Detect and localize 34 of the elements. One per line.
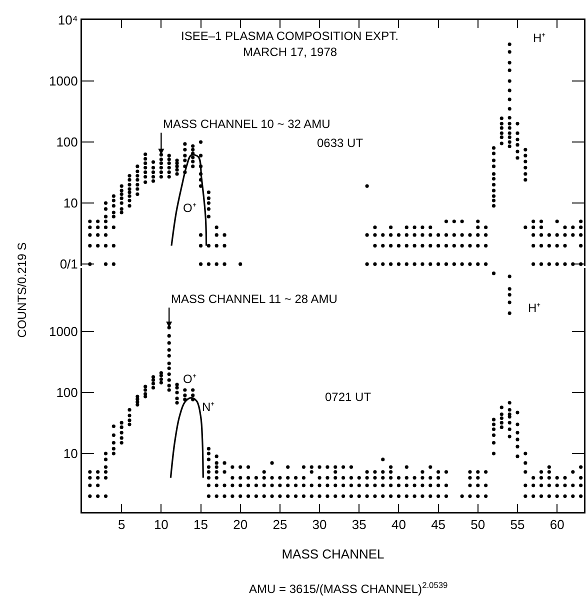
x-tick-label: 45 [431, 517, 446, 532]
annotation: MASS CHANNEL 11 ~ 28 AMU [171, 292, 338, 306]
text: AMU = 3615/(MASS CHANNEL)$^{2.0539}$ [249, 580, 448, 596]
y-tick-label: 1000 [48, 74, 78, 89]
x-tick-label: 5 [118, 517, 126, 532]
annotation: 0721 UT [325, 390, 372, 404]
x-tick-label: 30 [312, 517, 327, 532]
x-tick-label: 15 [194, 517, 208, 532]
x-tick-label: 20 [233, 517, 248, 532]
y-tick-label: 100 [56, 134, 78, 150]
y-tick-label: 1000 [48, 324, 78, 340]
x-tick-label: 35 [352, 517, 366, 532]
x-tick-label: 40 [391, 517, 406, 532]
text: ISEE–1 PLASMA COMPOSITION EXPT. [181, 29, 398, 43]
y-tick-label: 10 [63, 196, 78, 211]
text: MARCH 17, 1978 [243, 45, 338, 59]
y-axis-title: COUNTS/0.219 S [14, 242, 29, 338]
annotation: N⁺ [202, 400, 215, 414]
y-tick-label: 100 [56, 385, 78, 400]
annotation: H⁺ [528, 301, 541, 315]
y-tick-label: 10⁴ [58, 12, 78, 28]
y-tick-label: 0/1 [60, 256, 78, 272]
x-tick-label: 50 [470, 517, 486, 532]
x-tick-label: 10 [154, 517, 168, 532]
annotation: H⁺ [533, 31, 546, 45]
x-tick-label: 55 [510, 517, 525, 532]
x-tick-label: 25 [272, 517, 288, 532]
annotation: O⁺ [183, 201, 196, 215]
x-tick-label: 60 [550, 517, 564, 532]
y-tick-label: 10 [63, 446, 78, 462]
annotation: MASS CHANNEL 10 ~ 32 AMU [163, 117, 330, 131]
annotation: 0633 UT [317, 136, 364, 150]
x-axis-title: MASS CHANNEL [282, 546, 384, 562]
annotation: O⁺ [183, 372, 196, 386]
